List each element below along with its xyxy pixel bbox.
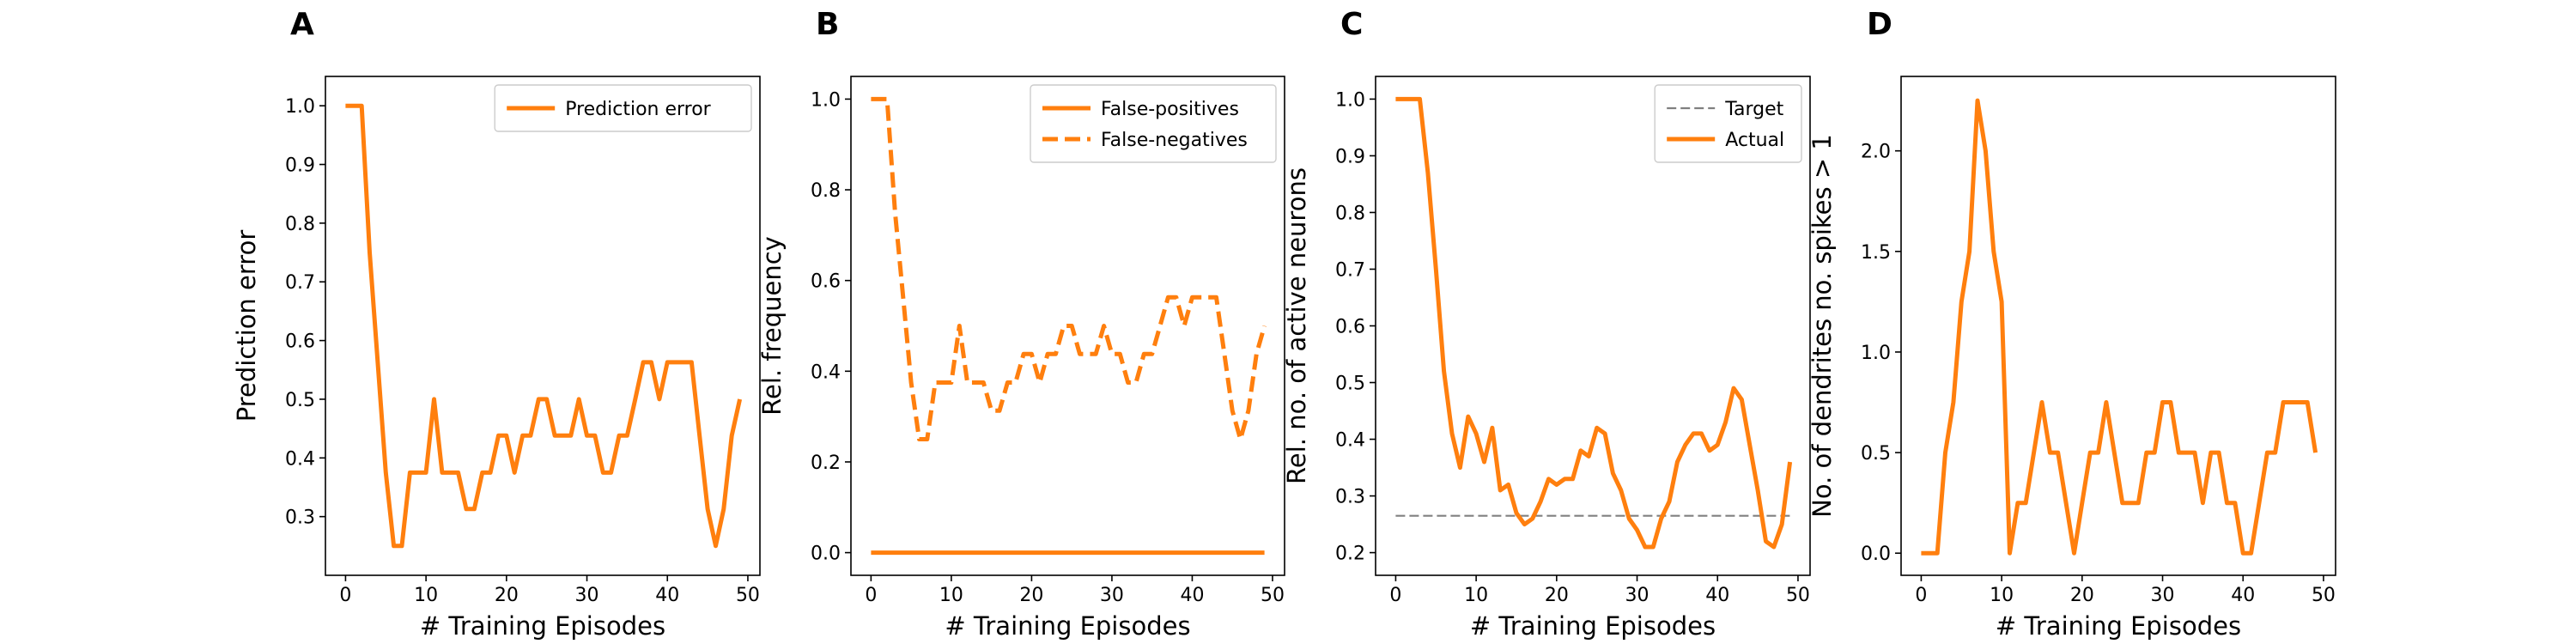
panel-letter: B <box>816 7 839 42</box>
y-axis-label: No. of dendrites no. spikes > 1 <box>1807 134 1837 518</box>
x-tick-label: 50 <box>1786 585 1810 606</box>
series-group <box>871 96 1267 556</box>
x-tick-label: 30 <box>1625 585 1649 606</box>
x-axis-label: # Training Episodes <box>1470 611 1716 641</box>
legend-box <box>494 84 752 132</box>
legend: Prediction error <box>494 84 752 132</box>
legend-label: False-negatives <box>1101 130 1248 151</box>
x-tick-label: 10 <box>939 585 963 606</box>
y-tick-label: 0.6 <box>285 331 315 353</box>
x-tick-label: 20 <box>495 585 519 606</box>
legend-box <box>1654 84 1802 163</box>
y-tick-label: 0.9 <box>285 155 315 177</box>
x-tick-label: 50 <box>736 585 760 606</box>
legend-label: False-positives <box>1101 99 1239 120</box>
y-tick-label: 0.5 <box>285 390 315 411</box>
x-axis-label: # Training Episodes <box>945 611 1190 641</box>
legend-label: Target <box>1724 99 1783 120</box>
y-tick-label: 0.4 <box>285 448 315 470</box>
legend: False-positives False-negatives <box>1030 84 1277 163</box>
x-tick-label: 0 <box>865 585 877 606</box>
y-tick-label: 0.8 <box>1335 203 1365 224</box>
plot-frame <box>850 76 1285 576</box>
series-line-false-negatives <box>871 96 1267 441</box>
x-tick-label: 0 <box>1915 585 1927 606</box>
legend: Target Actual <box>1654 84 1802 163</box>
x-tick-label: 20 <box>2070 585 2094 606</box>
x-tick-label: 40 <box>1705 585 1729 606</box>
plot-frame <box>325 76 761 576</box>
series-line-actual <box>1395 96 1793 550</box>
y-tick-label: 0.6 <box>1335 317 1365 338</box>
x-tick-label: 50 <box>2312 585 2336 606</box>
y-tick-label: 0.7 <box>285 272 315 294</box>
y-tick-label: 0.8 <box>811 180 841 202</box>
x-tick-label: 30 <box>2151 585 2175 606</box>
y-tick-label: 0.4 <box>811 361 841 383</box>
y-tick-label: 1.0 <box>811 89 841 111</box>
y-tick-label: 0.8 <box>285 214 315 235</box>
y-tick-label: 0.4 <box>1335 430 1365 452</box>
y-tick-label: 0.9 <box>1335 146 1365 167</box>
x-tick-label: 0 <box>339 585 351 606</box>
legend-label: Prediction error <box>565 99 711 120</box>
x-tick-label: 0 <box>1389 585 1401 606</box>
y-tick-label: 0.2 <box>1335 544 1365 565</box>
y-axis-label: Rel. no. of active neurons <box>1282 167 1311 484</box>
x-tick-label: 10 <box>1464 585 1488 606</box>
x-axis-label: # Training Episodes <box>420 611 665 641</box>
panel-a: A 0 10 20 30 40 50 0.3 0.4 0.5 0.6 0.7 0.8 0.9 1.0 # Tr… <box>232 7 761 641</box>
x-tick-label: 30 <box>575 585 599 606</box>
y-tick-label: 0.0 <box>1861 544 1891 565</box>
y-tick-label: 0.2 <box>811 453 841 474</box>
x-tick-label: 50 <box>1261 585 1285 606</box>
series-group <box>345 103 743 549</box>
y-tick-label: 1.0 <box>1861 343 1891 364</box>
y-tick-label: 0.5 <box>1861 443 1891 465</box>
panel-letter: C <box>1340 7 1363 42</box>
legend-label: Actual <box>1725 130 1784 151</box>
series-line-main <box>1921 98 2318 556</box>
series-line-prediction-error <box>345 103 743 549</box>
panel-b: B 0 10 20 30 40 50 0.0 0.2 0.4 0.6 0.8 1.0 # Training… <box>757 7 1285 641</box>
x-axis-label: # Training Episodes <box>1996 611 2241 641</box>
legend-box <box>1030 84 1277 163</box>
x-tick-label: 10 <box>414 585 438 606</box>
y-tick-label: 0.3 <box>1335 487 1365 508</box>
y-tick-label: 1.5 <box>1861 242 1891 264</box>
y-tick-label: 0.6 <box>811 271 841 293</box>
panel-d: D 0 10 20 30 40 50 0.0 0.5 1.0 1.5 2.0 # Training Ep… <box>1807 7 2336 641</box>
x-tick-label: 40 <box>655 585 679 606</box>
panel-letter: D <box>1867 7 1893 42</box>
y-tick-label: 0.7 <box>1335 259 1365 281</box>
panel-letter: A <box>290 7 314 42</box>
plot-frame <box>1900 76 2336 576</box>
y-axis-label: Rel. frequency <box>757 236 787 416</box>
x-tick-label: 10 <box>1990 585 2014 606</box>
y-tick-label: 0.5 <box>1335 374 1365 395</box>
y-tick-label: 1.0 <box>285 96 315 118</box>
x-tick-label: 40 <box>2231 585 2255 606</box>
series-group <box>1921 98 2318 556</box>
y-tick-label: 0.0 <box>811 544 841 565</box>
y-tick-label: 1.0 <box>1335 89 1365 111</box>
x-tick-label: 20 <box>1545 585 1569 606</box>
x-tick-label: 30 <box>1100 585 1124 606</box>
x-tick-label: 20 <box>1019 585 1043 606</box>
y-tick-label: 0.3 <box>285 507 315 529</box>
y-axis-label: Prediction error <box>232 230 261 422</box>
y-tick-label: 2.0 <box>1861 142 1891 163</box>
x-tick-label: 40 <box>1180 585 1204 606</box>
series-group <box>1395 96 1793 550</box>
panel-c: C 0 10 20 30 40 50 0.2 0.3 0.4 0.5 0.6 0.7 0.8 0.9 1.0 #… <box>1282 7 1811 641</box>
